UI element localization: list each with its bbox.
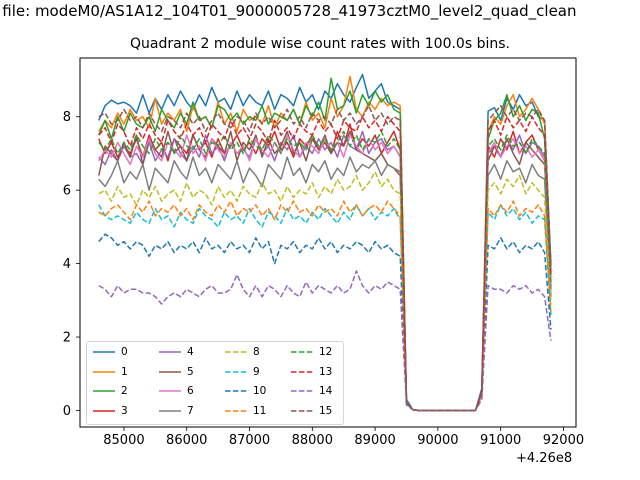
legend-swatch — [93, 370, 115, 373]
x-axis: 85000 86000 87000 88000 89000 90000 91000 92000 — [103, 427, 584, 448]
legend-label: 5 — [187, 365, 194, 378]
legend-label: 15 — [319, 404, 333, 417]
legend: 0 1 2 3 4 5 6 7 8 9 10 11 12 13 14 15 — [86, 341, 344, 425]
legend-label: 2 — [121, 385, 128, 397]
x-tick-label: 87000 — [229, 433, 270, 448]
legend-item-8: 8 — [225, 346, 260, 358]
y-tick-label: 6 — [63, 184, 71, 199]
legend-swatch — [291, 390, 313, 392]
legend-item-6: 6 — [159, 385, 194, 397]
legend-label: 8 — [253, 346, 260, 358]
x-tick-label: 86000 — [166, 433, 207, 448]
series-lines — [98, 73, 552, 412]
x-offset-label: +4.26e8 — [516, 451, 573, 466]
y-axis: 0 2 4 6 8 — [63, 110, 80, 419]
legend-label: 13 — [319, 365, 333, 378]
legend-swatch — [159, 370, 181, 373]
series-line-14 — [98, 270, 552, 412]
legend-label: 14 — [319, 385, 333, 397]
y-tick-label: 8 — [63, 110, 71, 125]
legend-item-10: 10 — [225, 385, 266, 397]
figure-suptitle: n file: modeM0/AS1A12_104T01_9000005728_… — [0, 2, 577, 20]
legend-item-9: 9 — [225, 366, 260, 378]
legend-swatch — [291, 351, 313, 353]
legend-item-1: 1 — [93, 366, 128, 378]
series-line-15 — [98, 104, 552, 412]
legend-swatch — [291, 370, 313, 373]
legend-label: 10 — [253, 385, 267, 397]
x-tick-label: 90000 — [417, 433, 458, 448]
legend-label: 11 — [253, 404, 267, 417]
legend-item-7: 7 — [159, 405, 194, 417]
legend-swatch — [225, 390, 247, 392]
legend-label: 12 — [319, 346, 333, 358]
legend-swatch — [159, 409, 181, 412]
legend-label: 9 — [253, 365, 260, 378]
legend-swatch — [225, 351, 247, 353]
x-tick-label: 88000 — [292, 433, 333, 448]
x-tick-label: 89000 — [354, 433, 395, 448]
legend-item-11: 11 — [225, 405, 266, 417]
legend-item-14: 14 — [291, 385, 332, 397]
legend-item-15: 15 — [291, 405, 332, 417]
legend-label: 6 — [187, 385, 194, 397]
legend-item-12: 12 — [291, 346, 332, 358]
x-tick-label: 85000 — [103, 433, 144, 448]
x-tick-label: 91000 — [480, 433, 521, 448]
legend-swatch — [225, 370, 247, 373]
y-tick-label: 0 — [63, 404, 71, 419]
legend-item-5: 5 — [159, 366, 194, 378]
legend-item-13: 13 — [291, 366, 332, 378]
legend-label: 4 — [187, 346, 194, 358]
legend-label: 1 — [121, 365, 128, 378]
axes-frame — [79, 57, 577, 428]
legend-swatch — [159, 351, 181, 353]
legend-item-3: 3 — [93, 405, 128, 417]
legend-item-4: 4 — [159, 346, 194, 358]
series-line-11 — [98, 200, 552, 412]
legend-swatch — [93, 351, 115, 353]
legend-swatch — [93, 409, 115, 412]
y-tick-label: 2 — [63, 331, 71, 346]
legend-swatch — [225, 409, 247, 412]
legend-label: 0 — [121, 346, 128, 358]
legend-label: 3 — [121, 404, 128, 417]
y-tick-label: 4 — [63, 257, 71, 272]
legend-swatch — [159, 390, 181, 392]
legend-item-2: 2 — [93, 385, 128, 397]
legend-label: 7 — [187, 404, 194, 417]
chart-title: Quadrant 2 module wise count rates with … — [130, 36, 510, 52]
x-tick-label: 92000 — [543, 433, 584, 448]
legend-swatch — [93, 390, 115, 392]
legend-item-0: 0 — [93, 346, 128, 358]
legend-swatch — [291, 409, 313, 412]
